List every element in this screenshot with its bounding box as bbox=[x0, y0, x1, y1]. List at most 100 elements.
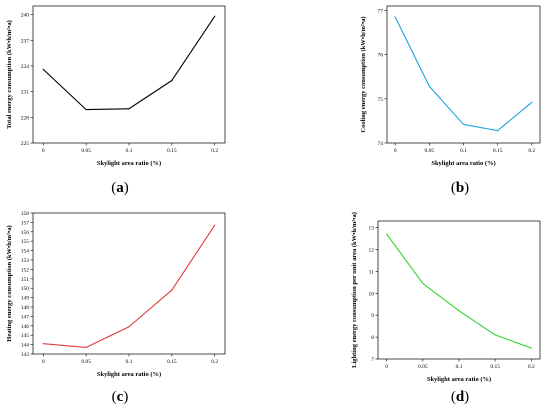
chart-panel-d: 7 8 9 10 11 12 13 0 0.05 0.1 0.15 0.2 Skylight area … bbox=[275, 208, 550, 417]
y-tick-label: 146 bbox=[21, 324, 30, 330]
chart-svg-d: 7 8 9 10 11 12 13 0 0.05 0.1 0.15 0.2 Skylight area … bbox=[351, 212, 541, 383]
x-axis-label: Skylight area ratio (%) bbox=[97, 371, 161, 378]
chart-svg-b: 74 75 76 77 0 0.05 0.1 0.15 0.2 Skylight area rat… bbox=[360, 5, 541, 167]
plot-frame bbox=[32, 5, 226, 144]
data-point bbox=[85, 109, 87, 111]
plot-frame bbox=[32, 212, 226, 355]
chart-svg-a: 225 228 231 234 237 240 0 0.05 0.1 0.15 0.2 Skyligh… bbox=[6, 5, 226, 167]
chart-svg-c: 143 144 145 146 147 148 149 150 151 152 153 154 155 1… bbox=[6, 211, 226, 378]
y-tick-label: 8 bbox=[371, 335, 374, 341]
y-tick-label: 143 bbox=[21, 352, 30, 358]
y-tick-label: 153 bbox=[21, 258, 30, 264]
x-tick-label: 0.05 bbox=[81, 148, 91, 154]
x-tick-label: 0 bbox=[394, 148, 397, 154]
data-point bbox=[171, 289, 173, 291]
y-tick-label: 237 bbox=[21, 38, 30, 44]
y-tick-label: 158 bbox=[21, 211, 30, 217]
data-point bbox=[214, 15, 216, 17]
data-point bbox=[42, 68, 44, 70]
data-point bbox=[42, 343, 44, 345]
data-point bbox=[494, 334, 496, 336]
x-tick-label: 0.05 bbox=[425, 148, 435, 154]
data-point bbox=[214, 224, 216, 226]
x-tick-label: 0 bbox=[385, 364, 388, 370]
data-point bbox=[462, 123, 465, 126]
data-point bbox=[128, 108, 130, 110]
x-tick-label: 0 bbox=[42, 148, 45, 154]
x-tick-label: 0.15 bbox=[490, 364, 500, 370]
y-tick-label: 147 bbox=[21, 314, 30, 320]
y-tick-label: 151 bbox=[21, 277, 30, 283]
y-tick-label: 77 bbox=[378, 8, 384, 14]
plot-frame bbox=[377, 220, 541, 360]
data-point bbox=[530, 347, 532, 349]
x-axis-label: Skylight area ratio (%) bbox=[97, 160, 161, 167]
x-tick-label: 0.2 bbox=[211, 359, 218, 365]
x-tick-label: 0.1 bbox=[460, 148, 467, 154]
y-tick-label: 148 bbox=[21, 305, 30, 311]
panel-letter-b-text: b bbox=[455, 180, 465, 196]
y-tick-label: 7 bbox=[371, 357, 374, 363]
x-tick-label: 0.05 bbox=[418, 364, 428, 370]
panel-letter-c: (c) bbox=[111, 389, 129, 405]
y-tick-label: 150 bbox=[21, 286, 30, 292]
data-point bbox=[85, 346, 87, 349]
x-tick-label: 0 bbox=[42, 359, 45, 365]
y-tick-label: 149 bbox=[21, 296, 30, 302]
y-axis-label: Total energy consumption (kW•h/m²•a) bbox=[6, 20, 13, 129]
y-tick-label: 152 bbox=[21, 267, 30, 273]
y-tick-label: 76 bbox=[378, 53, 384, 59]
x-tick-label: 0.15 bbox=[493, 148, 503, 154]
x-tick-label: 0.1 bbox=[126, 359, 133, 365]
x-tick-label: 0.15 bbox=[167, 148, 177, 154]
data-point bbox=[428, 85, 430, 88]
data-point bbox=[128, 326, 130, 328]
y-tick-label: 234 bbox=[21, 64, 30, 70]
series-line-a bbox=[42, 15, 216, 111]
y-tick-label: 225 bbox=[21, 141, 30, 147]
chart-panel-a: 225 228 231 234 237 240 0 0.05 0.1 0.15 0.2 Skyligh… bbox=[0, 0, 275, 208]
x-tick-label: 0.2 bbox=[528, 364, 535, 370]
data-point bbox=[171, 79, 173, 82]
x-axis-label: Skylight area ratio (%) bbox=[427, 376, 491, 383]
y-tick-label: 12 bbox=[369, 247, 375, 253]
data-point bbox=[458, 310, 460, 312]
x-tick-label: 0.1 bbox=[456, 364, 463, 370]
y-tick-label: 13 bbox=[369, 226, 375, 232]
y-tick-label: 10 bbox=[369, 291, 375, 297]
x-tick-label: 0.2 bbox=[528, 148, 535, 154]
panel-letter-b: (b) bbox=[450, 180, 470, 196]
panel-letter-c-text: c bbox=[116, 389, 124, 405]
x-axis-label: Skylight area ratio (%) bbox=[431, 160, 495, 167]
x-tick-label: 0.05 bbox=[81, 359, 91, 365]
series-line-d bbox=[386, 233, 532, 349]
y-axis-label: Cooling energy consumption (kW•h/m²•a) bbox=[360, 16, 367, 132]
chart-panel-c: 143 144 145 146 147 148 149 150 151 152 153 154 155 1… bbox=[0, 208, 275, 417]
panel-letter-a: (a) bbox=[111, 180, 129, 196]
y-tick-label: 155 bbox=[21, 239, 30, 245]
data-point bbox=[394, 16, 396, 18]
panel-letter-a-text: a bbox=[116, 180, 124, 196]
data-point bbox=[497, 130, 499, 132]
series-line-c bbox=[43, 224, 216, 348]
y-tick-label: 154 bbox=[21, 249, 30, 255]
y-tick-label: 228 bbox=[21, 115, 30, 121]
y-tick-label: 157 bbox=[21, 220, 30, 226]
y-tick-label: 144 bbox=[21, 343, 30, 349]
y-tick-label: 11 bbox=[369, 269, 375, 275]
panel-letter-d: (d) bbox=[450, 389, 470, 405]
data-point bbox=[531, 101, 533, 103]
y-axis-label: Heating energy consumption (kW•h/m²•a) bbox=[6, 225, 13, 341]
x-tick-label: 0.1 bbox=[126, 148, 133, 154]
y-tick-label: 156 bbox=[21, 230, 30, 236]
data-point bbox=[422, 282, 424, 285]
y-axis-label: Lighting energy consumption per unit are… bbox=[351, 212, 358, 368]
y-tick-label: 75 bbox=[378, 97, 384, 103]
x-tick-label: 0.2 bbox=[211, 148, 218, 154]
plot-frame bbox=[386, 5, 541, 144]
data-point bbox=[386, 233, 388, 235]
y-tick-label: 145 bbox=[21, 333, 30, 339]
y-tick-label: 240 bbox=[21, 13, 30, 19]
panel-letter-d-text: d bbox=[455, 389, 465, 405]
x-tick-label: 0.15 bbox=[167, 359, 177, 365]
